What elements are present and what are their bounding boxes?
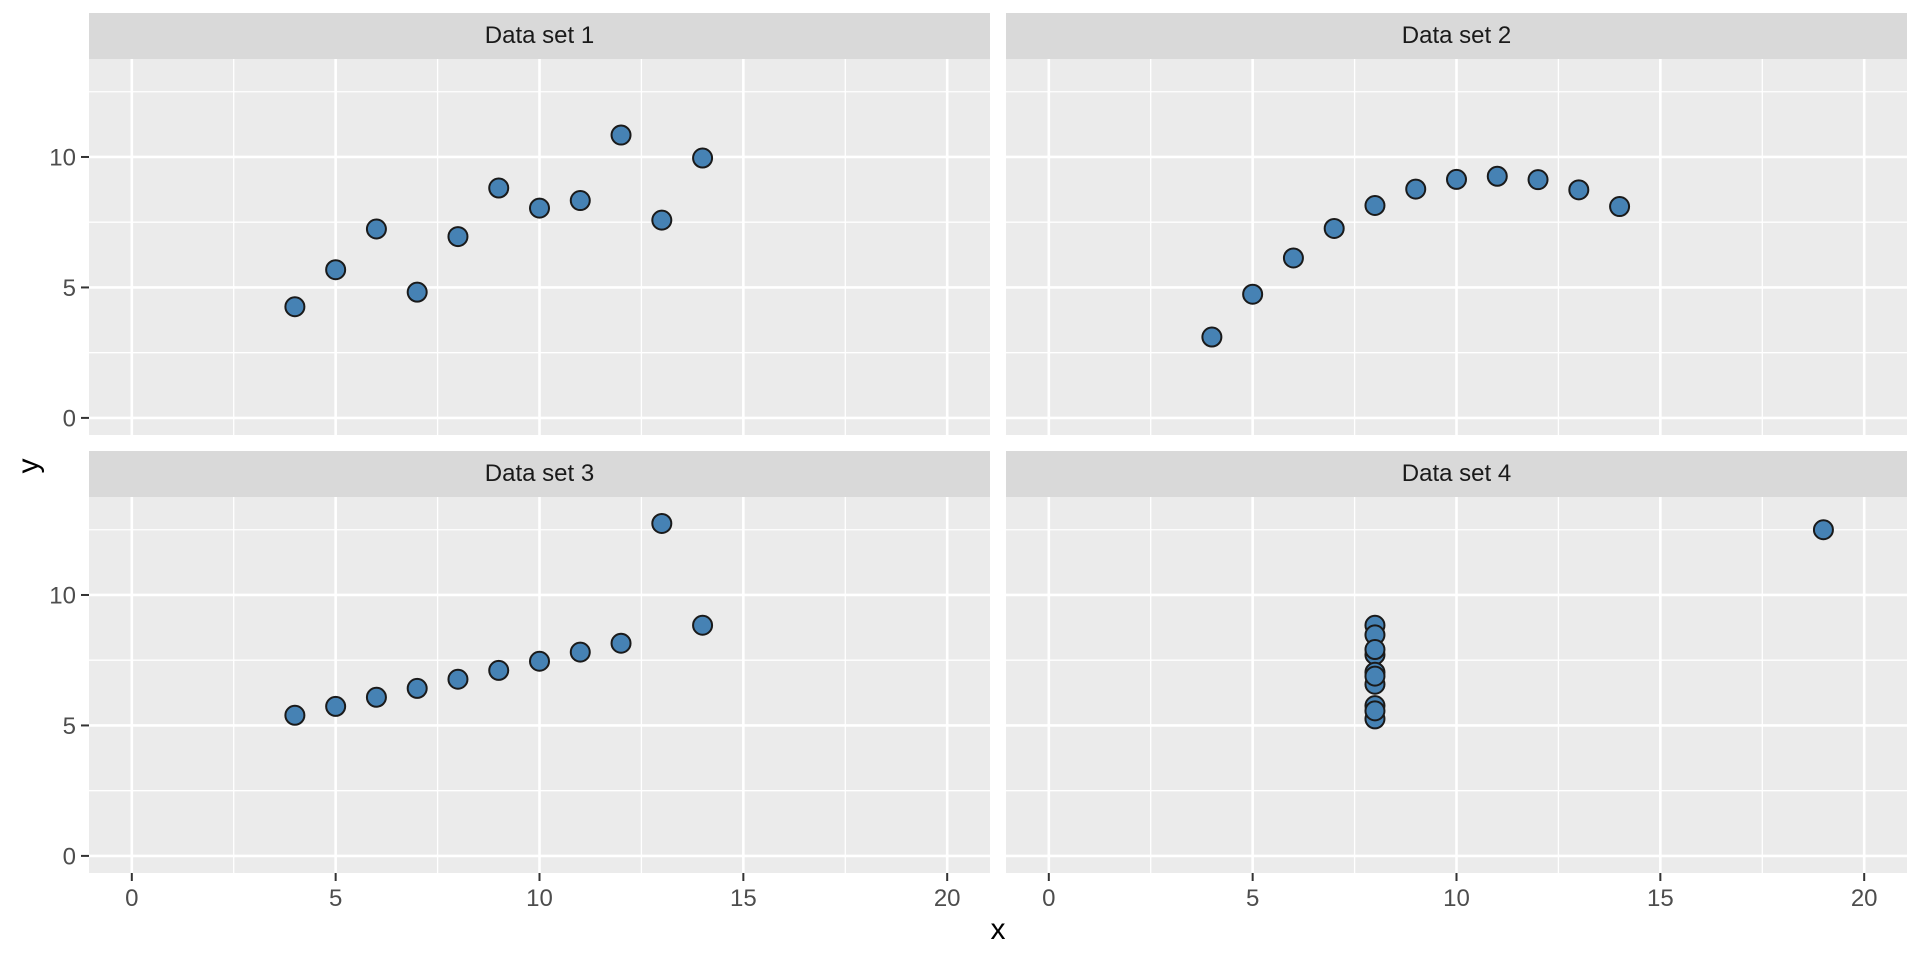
data-point [569,190,591,212]
y-tick-label: 5 [63,713,76,740]
data-point [651,512,673,534]
data-point [365,686,387,708]
data-point [1364,639,1386,661]
data-point [325,259,347,281]
x-tick-label: 20 [934,885,961,912]
data-point [365,218,387,240]
data-point [569,641,591,663]
data-point [1201,326,1223,348]
data-point [1446,168,1467,190]
data-point [1568,179,1590,201]
data-point [1609,196,1631,218]
data-point [1812,519,1834,541]
x-tick-label: 5 [1246,885,1259,912]
data-point [610,632,632,654]
data-point [1527,169,1549,191]
y-tick-label: 10 [49,582,76,609]
data-point [1364,665,1386,687]
x-tick-label: 20 [1851,885,1878,912]
data-point [1364,700,1386,722]
y-tick-label: 0 [63,843,76,870]
data-point [325,695,347,717]
y-tick-label: 10 [49,144,76,171]
x-axis-title: x [990,913,1006,946]
facet-title-3: Data set 3 [484,460,595,487]
data-point [1405,178,1427,200]
y-tick-label: 5 [63,275,76,302]
data-point [1323,217,1345,239]
data-point [284,296,306,318]
data-point [406,281,428,303]
data-point [488,659,510,681]
facet-panel-4 [1006,497,1907,873]
data-point [488,177,510,199]
facet-strip-3: Data set 3 [89,451,990,497]
x-tick-label: 15 [1647,885,1674,912]
data-point [610,124,632,146]
facet-title-4: Data set 4 [1401,460,1512,487]
data-point [529,197,550,219]
x-tick-label: 0 [125,885,138,912]
facet-panel-2 [1006,59,1907,435]
x-tick-label: 5 [329,885,342,912]
data-point [447,668,469,690]
y-axis-title: y [12,458,45,474]
data-point [692,147,714,169]
data-point [406,677,428,699]
x-tick-label: 0 [1042,885,1055,912]
facet-panel-3 [89,497,990,873]
y-tick-label: 0 [63,405,76,432]
data-point [1486,165,1508,187]
facet-strip-4: Data set 4 [1006,451,1907,497]
data-point [284,704,306,726]
data-point [651,209,673,231]
facet-strip-1: Data set 1 [89,13,990,59]
x-tick-label: 15 [730,885,757,912]
facet-strip-2: Data set 2 [1006,13,1907,59]
x-tick-label: 10 [1443,885,1470,912]
data-point [447,226,469,248]
facet-title-2: Data set 2 [1401,22,1512,49]
data-point [529,650,550,672]
facet-panel-1 [89,59,990,435]
x-tick-label: 10 [526,885,553,912]
data-point [1364,195,1386,217]
data-point [1242,283,1264,305]
data-point [692,614,714,636]
data-point [1282,247,1304,269]
facet-title-1: Data set 1 [484,22,595,49]
